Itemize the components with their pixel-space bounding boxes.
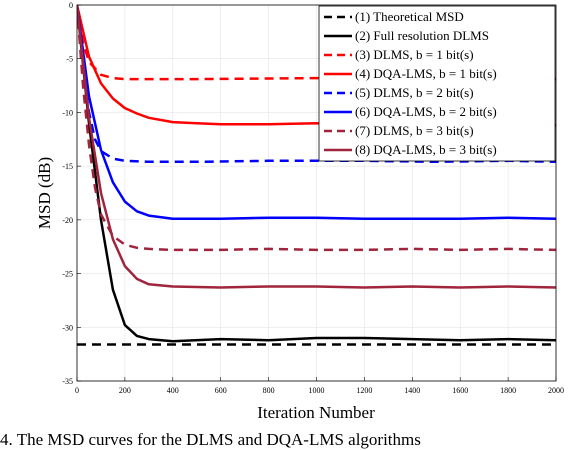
ticks: 0 200 400 600 800 1000 1200 1400 1600 1800 2000 0 -5… — [62, 1, 564, 395]
x-tick-label: 1200 — [356, 386, 372, 395]
x-tick-label: 600 — [215, 386, 227, 395]
legend-label-1: (1) Theoretical MSD — [355, 9, 464, 24]
legend-label-3: (3) DLMS, b = 1 bit(s) — [355, 47, 474, 62]
x-tick-label: 1600 — [452, 386, 468, 395]
chart: 0 200 400 600 800 1000 1200 1400 1600 1800 2000 0 -5… — [35, 1, 564, 422]
y-tick-label: -35 — [62, 377, 73, 386]
legend-label-4: (4) DQA-LMS, b = 1 bit(s) — [355, 66, 497, 81]
y-tick-label: -25 — [62, 270, 73, 279]
x-tick-label: 0 — [75, 386, 79, 395]
y-tick-label: -15 — [62, 162, 73, 171]
series-line-2 — [77, 5, 556, 343]
x-tick-label: 800 — [263, 386, 275, 395]
legend-label-5: (5) DLMS, b = 2 bit(s) — [355, 85, 474, 100]
legend-box — [318, 5, 556, 162]
x-tick-label: 200 — [119, 386, 131, 395]
series-line-8 — [77, 5, 556, 289]
series-line-7 — [77, 5, 556, 252]
y-axis-title: MSD (dB) — [35, 157, 54, 229]
x-tick-label: 1800 — [500, 386, 516, 395]
y-tick-label: -20 — [62, 216, 73, 225]
legend: (1) Theoretical MSD (2) Full resolution D… — [318, 5, 556, 162]
figure-caption: 4. The MSD curves for the DLMS and DQA-L… — [0, 430, 421, 449]
series-line-6 — [77, 5, 556, 221]
legend-label-8: (8) DQA-LMS, b = 3 bit(s) — [355, 142, 497, 157]
legend-label-2: (2) Full resolution DLMS — [355, 28, 489, 43]
x-tick-label: 1400 — [404, 386, 420, 395]
y-tick-label: -10 — [62, 108, 73, 117]
series-line-5 — [77, 5, 556, 164]
y-tick-label: 0 — [69, 1, 73, 10]
y-tick-label: -30 — [62, 323, 73, 332]
y-tick-label: -5 — [66, 55, 73, 64]
x-tick-label: 400 — [167, 386, 179, 395]
legend-label-7: (7) DLMS, b = 3 bit(s) — [355, 123, 474, 138]
x-axis-title: Iteration Number — [257, 403, 375, 422]
legend-label-6: (6) DQA-LMS, b = 2 bit(s) — [355, 104, 497, 119]
x-tick-label: 2000 — [548, 386, 564, 395]
x-tick-label: 1000 — [309, 386, 325, 395]
